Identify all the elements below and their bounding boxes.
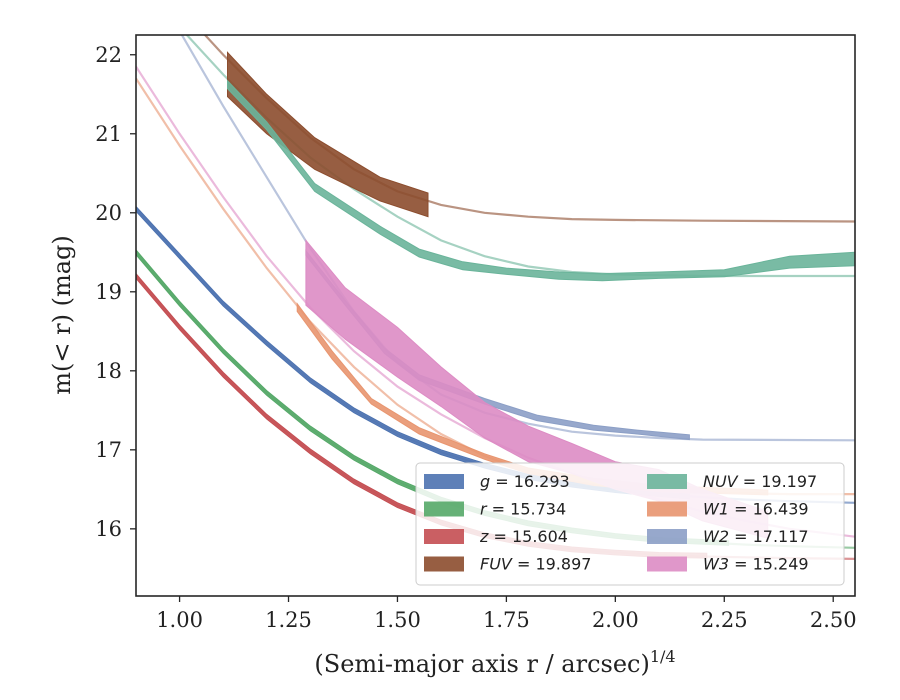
x-tick-label: 2.50 xyxy=(810,608,857,632)
x-tick-label: 1.00 xyxy=(156,608,203,632)
x-tick-label: 1.75 xyxy=(483,608,530,632)
y-axis-label: m(< r) (mag) xyxy=(48,235,76,394)
y-tick-label: 20 xyxy=(95,201,122,225)
x-axis-ticks: 1.00 1.25 1.50 1.75 2.00 2.25 2.50 xyxy=(156,596,857,632)
band-fuv xyxy=(227,51,429,218)
legend-swatch-w1 xyxy=(647,501,687,517)
legend-label-fuv: FUV = 19.897 xyxy=(480,555,591,574)
legend-box xyxy=(415,462,845,586)
legend-swatch-z xyxy=(424,529,464,544)
y-tick-label: 16 xyxy=(95,517,122,541)
legend-swatch-g xyxy=(424,474,464,489)
legend-swatch-nuv xyxy=(647,474,687,489)
legend-label-w1: W1 = 16.439 xyxy=(703,500,809,519)
band-nuv xyxy=(227,79,855,282)
legend-swatch-fuv xyxy=(424,556,464,572)
plot-frame xyxy=(135,34,856,597)
legend-label-w3: W3 = 15.249 xyxy=(703,555,809,574)
y-tick-label: 21 xyxy=(95,122,122,146)
y-tick-label: 22 xyxy=(95,43,122,67)
y-tick-label: 17 xyxy=(95,438,122,462)
y-tick-label: 18 xyxy=(95,359,122,383)
x-tick-label: 2.00 xyxy=(592,608,639,632)
legend: g = 16.293 r = 15.734 z = 15.604 FUV = 19.8… xyxy=(415,462,845,586)
legend-label-z: z = 15.604 xyxy=(479,527,568,546)
legend-swatch-w3 xyxy=(647,556,687,572)
legend-label-r: r = 15.734 xyxy=(480,500,566,519)
legend-label-w2: W2 = 17.117 xyxy=(703,527,809,546)
legend-swatch-r xyxy=(424,501,464,517)
x-tick-label: 1.50 xyxy=(374,608,421,632)
x-tick-label: 1.25 xyxy=(265,608,312,632)
x-axis-label: (Semi-major axis r / arcsec)1/4 xyxy=(314,647,675,678)
legend-swatch-w2 xyxy=(647,529,687,544)
legend-label-g: g = 16.293 xyxy=(480,472,570,491)
y-axis-ticks: 16 17 18 19 20 21 22 xyxy=(95,43,136,541)
x-tick-label: 2.25 xyxy=(701,608,748,632)
legend-label-nuv: NUV = 19.197 xyxy=(703,472,817,491)
y-tick-label: 19 xyxy=(95,280,122,304)
